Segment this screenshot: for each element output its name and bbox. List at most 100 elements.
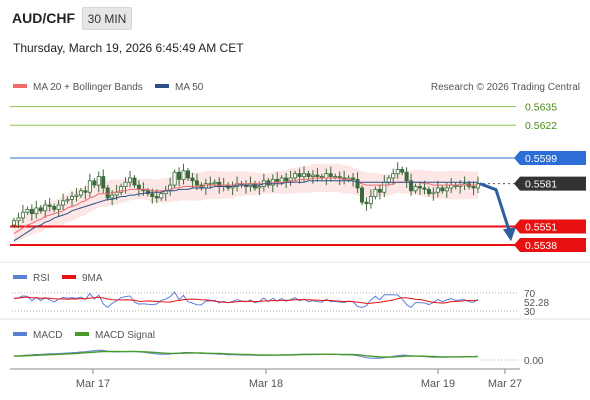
candle-body	[159, 193, 164, 199]
candle-body	[47, 204, 52, 207]
candle	[16, 212, 21, 228]
candle-body	[359, 187, 364, 203]
candle-body	[310, 174, 315, 177]
candle-body	[110, 194, 115, 199]
candle-body	[404, 171, 409, 182]
candle-body	[65, 198, 70, 202]
candle	[426, 186, 431, 197]
candle-body	[136, 184, 141, 190]
candle-body	[56, 204, 61, 210]
candle	[194, 173, 199, 191]
level-label: 0.5635	[525, 102, 557, 114]
candle	[190, 172, 195, 188]
candle	[119, 183, 124, 196]
candle-body	[315, 174, 320, 177]
candle	[181, 163, 186, 185]
candle	[177, 167, 182, 187]
candle-body	[185, 170, 190, 179]
candle-body	[208, 183, 213, 186]
candle-body	[409, 180, 414, 192]
macd-signal-swatch	[75, 332, 89, 336]
candle	[83, 185, 88, 200]
level-tag-support	[514, 238, 586, 252]
candle	[74, 187, 79, 202]
forecast-arrowhead	[503, 227, 516, 242]
candle	[52, 203, 57, 213]
candle-body	[395, 169, 400, 175]
candle-body	[328, 173, 333, 177]
rsi-ma-swatch	[62, 275, 76, 279]
candle-body	[440, 187, 445, 192]
candle	[78, 187, 83, 198]
x-axis-ticks: Mar 17 Mar 18 Mar 19 Mar 27	[76, 369, 522, 390]
candle	[377, 184, 382, 200]
candle-body	[444, 187, 449, 192]
candle-body	[38, 207, 43, 212]
candle-body	[257, 186, 262, 189]
candle-body	[181, 170, 186, 180]
candle-body	[83, 190, 88, 193]
candle	[47, 197, 52, 212]
legend-rsi: RSI	[33, 273, 50, 284]
timeframe-button[interactable]: 30 MIN	[82, 7, 132, 30]
candle	[101, 169, 106, 193]
x-tick-label: Mar 18	[249, 378, 283, 390]
candle-body	[190, 177, 195, 182]
level-tag-pivot	[514, 151, 586, 165]
x-tick-label: Mar 17	[76, 378, 110, 390]
candle-body	[471, 186, 476, 189]
forecast-arrow	[479, 182, 516, 242]
candle	[435, 180, 440, 198]
candle-body	[382, 181, 387, 193]
macd-lines	[13, 349, 479, 359]
candle-body	[364, 201, 369, 205]
candle	[328, 166, 333, 182]
candle	[373, 186, 378, 200]
candle-body	[355, 178, 360, 189]
candle-body	[475, 183, 480, 189]
macd-last-value: 0.00	[524, 356, 544, 367]
legend-macd-signal: MACD Signal	[95, 330, 155, 341]
candle	[172, 169, 177, 188]
x-tick-label: Mar 27	[488, 378, 522, 390]
level-label: 0.5581	[525, 179, 557, 191]
candle	[310, 170, 315, 184]
candle	[92, 177, 97, 188]
candle-body	[52, 206, 57, 210]
macd-signal-line	[14, 350, 479, 358]
legend-ma50: MA 50	[175, 82, 204, 93]
candle	[413, 183, 418, 194]
macd-swatch	[13, 332, 27, 336]
candle	[404, 167, 409, 188]
candle-body	[279, 177, 284, 183]
candle-body	[127, 177, 132, 183]
candle-body	[324, 173, 329, 179]
candle-body	[217, 181, 222, 187]
candle	[364, 197, 369, 211]
candle-body	[293, 173, 298, 179]
candle-body	[301, 173, 306, 177]
candle-body	[78, 190, 83, 196]
candle-body	[333, 176, 338, 178]
candle-body	[426, 188, 431, 195]
candle	[315, 167, 320, 182]
candle-body	[34, 207, 39, 215]
candle	[417, 181, 422, 196]
ma50-line	[13, 180, 478, 242]
candle-body	[87, 180, 92, 193]
candle-body	[132, 177, 137, 186]
candle-body	[252, 183, 257, 189]
level-tag-last	[514, 176, 586, 191]
candle-body	[96, 176, 101, 186]
candle	[351, 172, 356, 187]
candle	[29, 204, 34, 221]
candle-body	[297, 173, 302, 177]
candle-body	[422, 187, 427, 190]
candle	[293, 170, 298, 181]
candle-body	[212, 181, 217, 185]
candle	[431, 187, 436, 201]
candle	[409, 173, 414, 196]
candle-body	[154, 196, 159, 199]
ma20-swatch	[13, 84, 27, 88]
